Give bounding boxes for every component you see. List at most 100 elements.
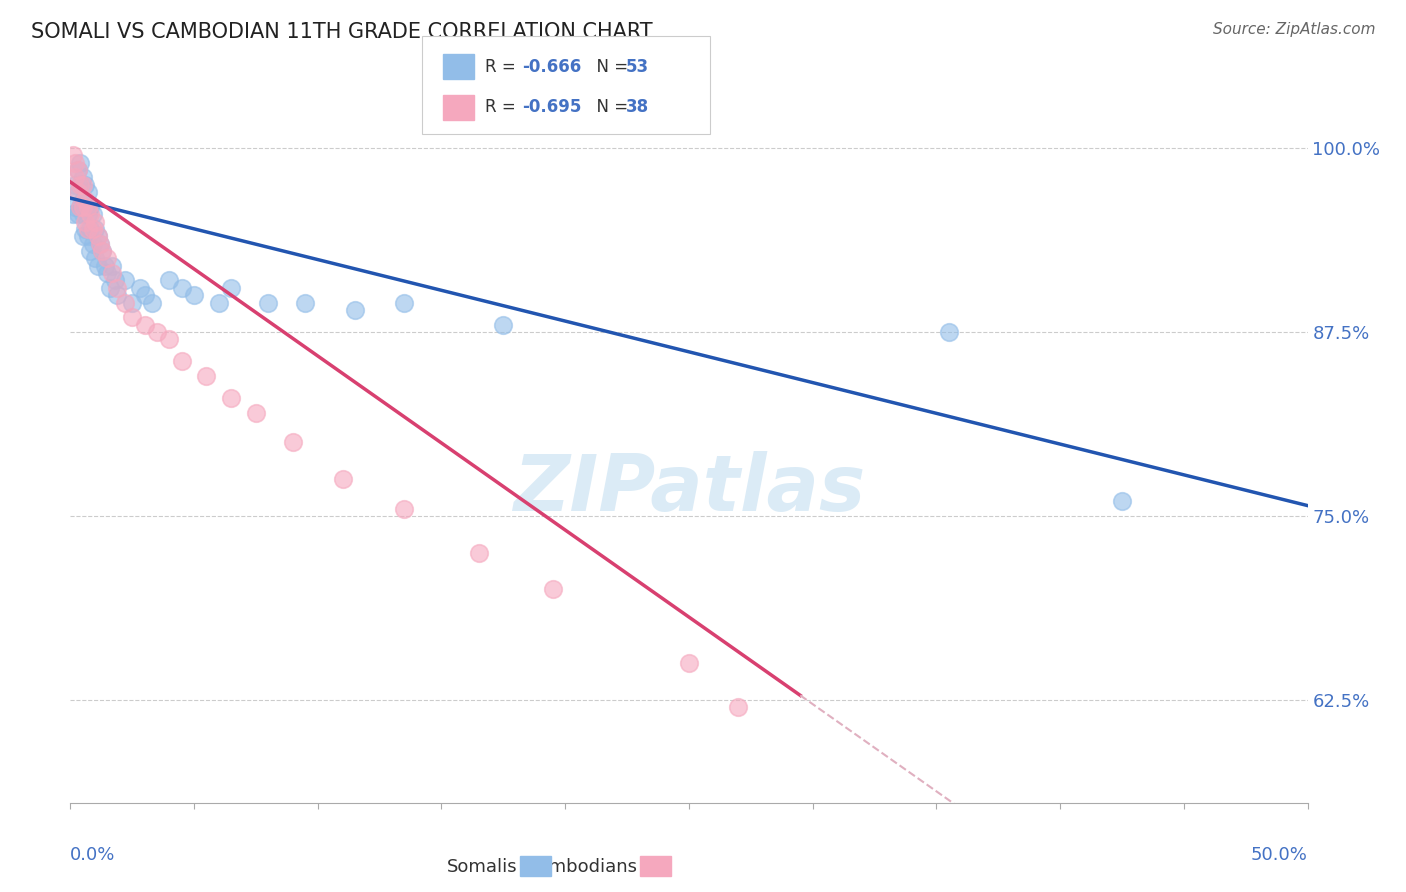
Point [72, 193, 94, 207]
Point [65, 155, 87, 169]
Text: ZIPatlas: ZIPatlas [513, 450, 865, 527]
Point [141, 295, 163, 310]
Point [98, 281, 121, 295]
Point [66, 185, 89, 199]
Point [467, 546, 489, 560]
Text: 38: 38 [626, 98, 648, 116]
Text: R =: R = [485, 58, 522, 76]
Point [82, 236, 104, 251]
Point [114, 273, 136, 287]
Point [101, 266, 124, 280]
Point [96, 252, 118, 266]
Point [294, 295, 316, 310]
Point [84, 214, 107, 228]
Point [72, 229, 94, 244]
Point [79, 207, 101, 221]
Point [208, 295, 231, 310]
Text: SOMALI VS CAMBODIAN 11TH GRADE CORRELATION CHART: SOMALI VS CAMBODIAN 11TH GRADE CORRELATI… [31, 22, 652, 42]
Text: 50.0%: 50.0% [1251, 846, 1308, 863]
Point [121, 295, 143, 310]
Point [492, 318, 515, 332]
Point [76, 229, 98, 244]
Point [76, 185, 98, 199]
Point [89, 236, 111, 251]
Text: -0.695: -0.695 [522, 98, 581, 116]
Point [281, 435, 304, 450]
Text: -0.666: -0.666 [522, 58, 581, 76]
Point [170, 354, 193, 368]
Point [183, 288, 205, 302]
Point [94, 259, 117, 273]
Point [69, 200, 91, 214]
Point [62, 148, 84, 162]
Point [62, 207, 84, 221]
Point [96, 266, 118, 280]
Point [104, 273, 127, 287]
Point [105, 281, 128, 295]
Point [69, 200, 91, 214]
Point [938, 325, 960, 339]
Point [86, 229, 108, 244]
Point [86, 229, 108, 244]
Point [66, 163, 89, 178]
Point [82, 222, 104, 236]
Point [76, 222, 98, 236]
Text: 0.0%: 0.0% [70, 846, 115, 863]
Point [75, 193, 97, 207]
Point [89, 236, 111, 251]
Point [114, 295, 136, 310]
Text: Cambodians: Cambodians [524, 858, 637, 876]
Point [105, 288, 128, 302]
Point [541, 582, 564, 597]
Point [101, 259, 124, 273]
Point [678, 656, 700, 670]
Point [134, 288, 156, 302]
Point [79, 222, 101, 236]
Point [157, 273, 180, 287]
Point [91, 244, 114, 258]
Point [121, 310, 143, 325]
Point [66, 185, 89, 199]
Point [75, 200, 97, 214]
Point [76, 207, 98, 221]
Point [157, 332, 180, 346]
Point [394, 295, 416, 310]
Point [84, 222, 107, 236]
Point [75, 214, 97, 228]
Point [75, 222, 97, 236]
Point [86, 259, 108, 273]
Point [75, 178, 97, 192]
Point [84, 252, 107, 266]
Point [79, 244, 101, 258]
Point [195, 369, 218, 384]
Text: Somalis: Somalis [447, 858, 517, 876]
Point [1111, 494, 1133, 508]
Text: 53: 53 [626, 58, 648, 76]
Point [91, 244, 114, 258]
Text: Source: ZipAtlas.com: Source: ZipAtlas.com [1212, 22, 1375, 37]
Point [65, 170, 87, 185]
Point [727, 700, 749, 714]
Point [128, 281, 150, 295]
Point [219, 281, 242, 295]
Point [394, 501, 416, 516]
Point [69, 178, 91, 192]
Point [134, 318, 156, 332]
Text: N =: N = [586, 98, 634, 116]
Point [76, 200, 98, 214]
Point [66, 163, 89, 178]
Point [79, 200, 101, 214]
Point [146, 325, 169, 339]
Point [72, 207, 94, 221]
Point [66, 207, 89, 221]
Point [170, 281, 193, 295]
Text: R =: R = [485, 98, 522, 116]
Text: N =: N = [586, 58, 634, 76]
Point [72, 200, 94, 214]
Point [332, 472, 354, 486]
Point [65, 200, 87, 214]
Point [72, 178, 94, 192]
Point [343, 302, 366, 317]
Point [82, 207, 104, 221]
Point [69, 178, 91, 192]
